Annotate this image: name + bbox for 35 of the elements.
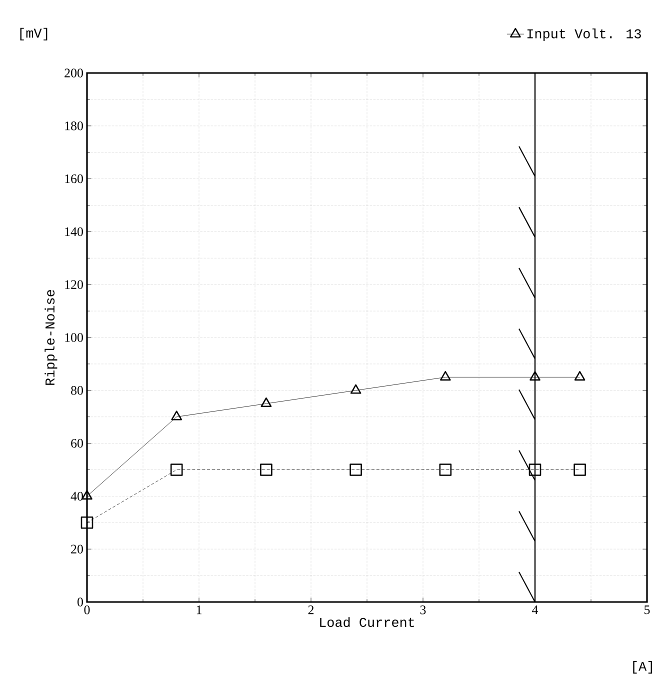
x-tick-label: 3 <box>420 606 426 614</box>
point <box>350 384 362 394</box>
legend-label: Input Volt. 13 <box>527 28 641 42</box>
x-tick-label: 1 <box>196 606 202 614</box>
y-tick-label: 60 <box>71 438 83 448</box>
x-axis-title: Load Current <box>320 617 414 628</box>
x-tick-label: 5 <box>644 606 650 614</box>
y-tick-label: 0 <box>78 598 83 606</box>
point <box>80 516 94 529</box>
x-tick-label: 2 <box>308 606 314 614</box>
point <box>439 464 452 476</box>
point <box>528 464 542 476</box>
x-tick-label: 4 <box>532 606 538 614</box>
point <box>171 410 182 420</box>
point <box>260 397 272 408</box>
y-tick-label: 160 <box>65 174 83 184</box>
point <box>440 371 451 381</box>
y-axis-title: Ripple-Noise <box>44 290 58 385</box>
text: [mV] <box>20 28 48 40</box>
text: [A] <box>633 661 652 674</box>
y-tick-label: 140 <box>65 227 83 236</box>
point <box>260 464 272 476</box>
y-tick-label: 20 <box>71 544 83 554</box>
y-tick-label: 40 <box>70 492 83 501</box>
x-tick-label: 0 <box>84 606 90 614</box>
point <box>530 371 540 381</box>
point <box>574 371 586 381</box>
point <box>350 464 362 476</box>
point <box>574 464 586 476</box>
point <box>170 464 183 476</box>
y-tick-label: 120 <box>65 280 83 289</box>
y-tick-label: 180 <box>65 122 83 130</box>
y-tick-label: 80 <box>71 386 83 395</box>
y-tick-label: 100 <box>65 333 83 342</box>
y-tick-label: 200 <box>64 68 83 78</box>
